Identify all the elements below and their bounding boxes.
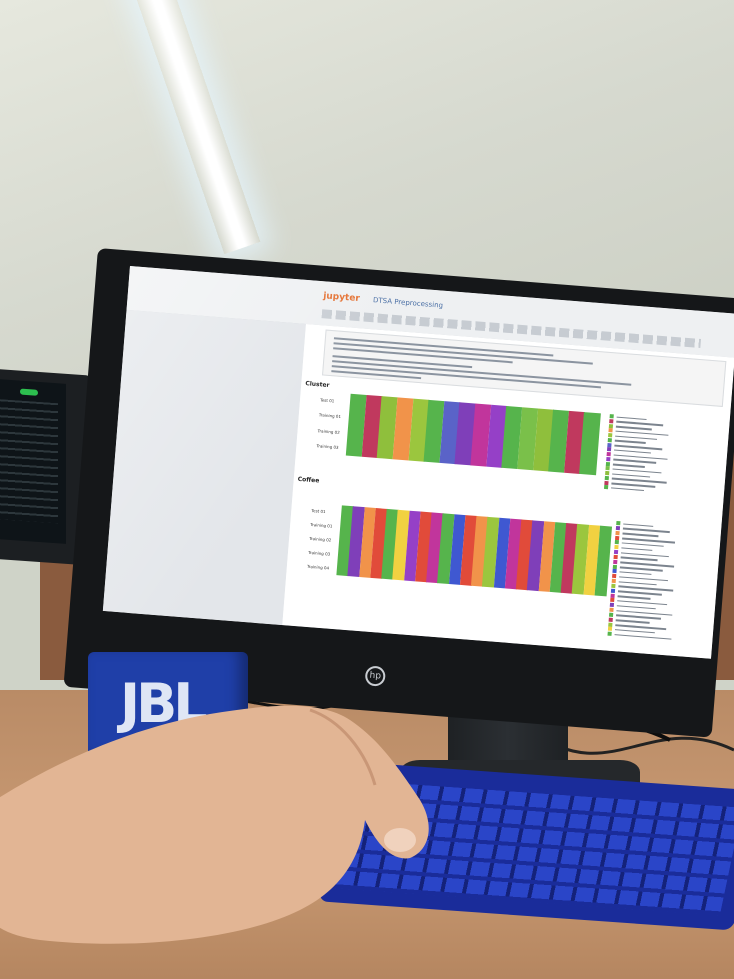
coffee-heatmap-plot (336, 505, 612, 597)
laptop-terminal-text (0, 399, 58, 524)
legend-swatch (605, 466, 610, 471)
legend-swatch (606, 447, 612, 452)
legend-label (614, 633, 672, 640)
legend-swatch (608, 433, 613, 438)
row-label: Training 01 (318, 412, 342, 420)
legend-label (621, 542, 664, 548)
row-label: Training 04 (306, 563, 330, 571)
hp-logo-icon: hp (364, 665, 387, 687)
heatmap-band (579, 412, 601, 476)
section-cluster: Cluster (305, 380, 330, 390)
legend-label (611, 487, 645, 492)
legend-label (611, 482, 656, 488)
legend-swatch (607, 442, 612, 447)
legend-swatch (608, 423, 614, 428)
row-label: Test 01 (319, 397, 335, 404)
section-coffee: Coffee (297, 475, 320, 485)
row-label: Training 02 (317, 427, 340, 435)
legend-swatch (610, 588, 616, 593)
legend-swatch (607, 437, 612, 443)
legend-swatch (609, 602, 615, 608)
monitor-screen: jupyter DTSA Preprocessing Cluster Coffe… (102, 266, 734, 659)
legend-swatch (614, 545, 619, 550)
coffee-heatmap: Test 01 Training 01 Training 02 Training 03… (303, 503, 710, 644)
cluster-heatmap-plot (345, 393, 601, 476)
legend-label (616, 614, 662, 620)
legend-swatch (610, 593, 615, 598)
jupyter-logo[interactable]: jupyter (322, 291, 361, 305)
legend-swatch (615, 525, 621, 531)
legend-swatch (611, 578, 616, 584)
legend-swatch (614, 540, 619, 545)
legend-label (617, 590, 662, 596)
legend-swatch (604, 480, 609, 485)
notebook-main: Cluster Coffee Test 01 Training 01 Trainin… (282, 323, 734, 659)
legend-swatch (607, 626, 613, 632)
notebook-title[interactable]: DTSA Preprocessing (372, 296, 444, 310)
legend-label (614, 439, 646, 444)
legend-label (614, 629, 655, 634)
legend-swatch (606, 451, 611, 457)
legend-swatch (611, 583, 616, 588)
legend-swatch (613, 549, 619, 555)
legend-label (618, 580, 657, 586)
legend-swatch (605, 461, 611, 466)
laptop-status-bar (20, 388, 38, 396)
legend-swatch (613, 559, 618, 564)
row-label: Training 01 (310, 521, 333, 529)
legend-label (615, 425, 652, 430)
row-label: Training 02 (308, 535, 332, 543)
legend-label (620, 556, 658, 562)
legend-swatch (608, 428, 613, 433)
hand (0, 705, 429, 944)
coffee-legend (607, 520, 711, 644)
browser-margin (102, 309, 306, 626)
coffee-row-labels: Test 01 Training 01 Training 02 Training 03… (306, 503, 341, 575)
legend-swatch (604, 475, 610, 480)
legend-label (617, 595, 651, 600)
legend-swatch (610, 598, 615, 603)
legend-swatch (615, 535, 620, 540)
legend-swatch (608, 617, 613, 622)
legend-swatch (616, 520, 621, 526)
row-label: Training 03 (316, 443, 339, 451)
legend-label (615, 435, 658, 440)
legend-swatch (612, 569, 617, 574)
legend-swatch (606, 456, 611, 462)
legend-swatch (605, 470, 610, 476)
legend-label (616, 416, 647, 420)
legend-label (615, 619, 650, 624)
legend-swatch (608, 612, 614, 617)
legend-swatch (612, 573, 617, 579)
legend-swatch (609, 414, 614, 419)
legend-label (616, 604, 656, 610)
legend-swatch (609, 607, 614, 612)
legend-label (612, 472, 651, 478)
legend-swatch (607, 631, 612, 637)
cluster-row-labels: Test 01 Training 01 Training 02 Training 03 (316, 391, 351, 455)
legend-label (621, 547, 653, 552)
legend-label (622, 532, 659, 537)
legend-label (613, 449, 651, 454)
legend-swatch (613, 554, 618, 559)
cluster-legend (603, 414, 710, 498)
row-label: Training 03 (307, 549, 331, 557)
legend-swatch (612, 564, 618, 569)
legend-label (619, 566, 663, 572)
legend-label (612, 463, 645, 468)
legend-label (613, 458, 657, 464)
legend-swatch (608, 622, 613, 627)
cluster-heatmap: Test 01 Training 01 Training 02 Training 03 (315, 391, 720, 498)
legend-label (623, 523, 654, 527)
row-label: Test 01 (311, 507, 326, 515)
legend-label (619, 571, 652, 576)
legend-swatch (615, 530, 620, 535)
legend-swatch (609, 418, 614, 424)
legend-swatch (603, 485, 609, 490)
